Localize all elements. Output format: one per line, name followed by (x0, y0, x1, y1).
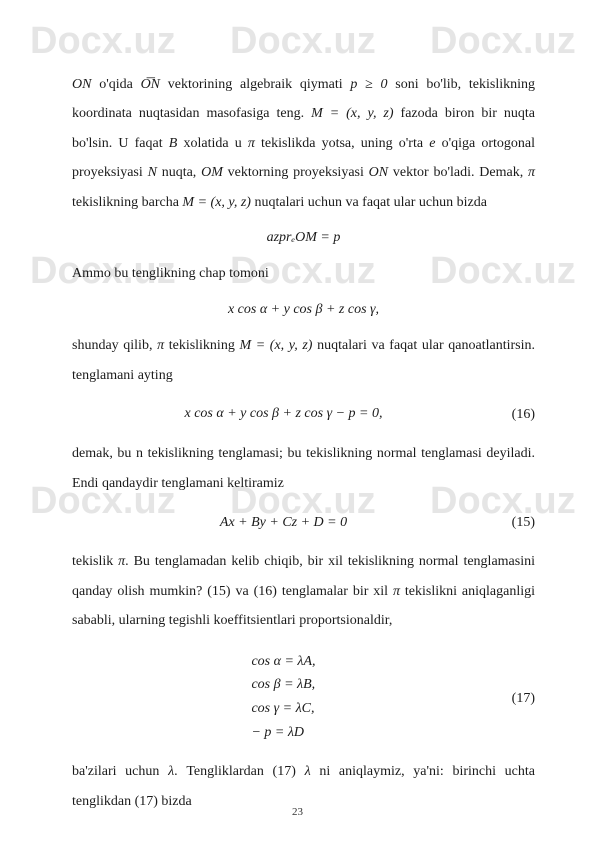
paragraph-1: ON o'qida O͞N vektorining algebraik qiym… (72, 70, 535, 217)
equation-5-line-1: cos α = λA, (251, 650, 315, 674)
math-pge0: p ≥ 0 (350, 77, 387, 92)
equation-5-line-2: cos β = λB, (251, 673, 315, 697)
equation-5-block: cos α = λA, cos β = λB, cos γ = λC, − p … (251, 650, 315, 745)
math-ONvec: O͞N (141, 77, 160, 92)
text: nuqta, (157, 165, 201, 180)
text: shunday qilib, (72, 338, 157, 353)
paragraph-5: tekislik π. Bu tenglamadan kelib chiqib,… (72, 547, 535, 635)
watermark: Docx.uz (430, 20, 576, 63)
text: . Tengliklardan (17) (174, 764, 304, 779)
text: nuqtalari uchun va faqat ular uchun bizd… (251, 195, 487, 210)
equation-1: azprₑOM = p (72, 227, 535, 249)
equation-5-line-3: cos γ = λC, (251, 697, 315, 721)
equation-5-number: (17) (495, 684, 535, 713)
page-number: 23 (0, 806, 595, 818)
text: xolatida u (177, 136, 248, 151)
paragraph-2: Ammo bu tenglikning chap tomoni (72, 259, 535, 288)
equation-3: x cos α + y cos β + z cos γ − p = 0, (72, 403, 495, 425)
text: tekislikda yotsa, uning o'rta (255, 136, 429, 151)
text: tekislik (72, 554, 118, 569)
math-ON2: ON (369, 165, 388, 180)
paragraph-3: shunday qilib, π tekislikning M = (x, y,… (72, 331, 535, 390)
math-Mxyz3: M = (x, y, z) (239, 338, 312, 353)
text: tekislikning barcha (72, 195, 182, 210)
math-N: N (148, 165, 157, 180)
text: vektorning proyeksiyasi (223, 165, 369, 180)
equation-3-number: (16) (495, 400, 535, 429)
math-pi2: π (528, 165, 535, 180)
watermark: Docx.uz (30, 20, 176, 63)
math-OM: OM (201, 165, 223, 180)
equation-5-row: cos α = λA, cos β = λB, cos γ = λC, − p … (72, 640, 535, 758)
math-ON: ON (72, 77, 91, 92)
text: vektor bo'ladi. Demak, (388, 165, 528, 180)
equation-4-number: (15) (495, 508, 535, 537)
text: ba'zilari uchun (72, 764, 168, 779)
math-pi5: π (393, 584, 400, 599)
equation-5-line-4: − p = λD (251, 721, 315, 745)
text: vektorining algebraik qiymati (160, 77, 350, 92)
math-Mxyz2: M = (x, y, z) (182, 195, 251, 210)
equation-3-row: x cos α + y cos β + z cos γ − p = 0, (16… (72, 400, 535, 429)
math-pi: π (248, 136, 255, 151)
text: tekislikning (164, 338, 239, 353)
equation-2: x cos α + y cos β + z cos γ, (72, 299, 535, 321)
watermark: Docx.uz (230, 20, 376, 63)
page-content: ON o'qida O͞N vektorining algebraik qiym… (72, 70, 535, 820)
equation-4: Ax + By + Cz + D = 0 (72, 512, 495, 534)
math-Mxyz: M = (x, y, z) (311, 106, 393, 121)
equation-4-row: Ax + By + Cz + D = 0 (15) (72, 508, 535, 537)
text: o'qida (91, 77, 140, 92)
paragraph-4: demak, bu n tekislikning tenglamasi; bu … (72, 439, 535, 498)
